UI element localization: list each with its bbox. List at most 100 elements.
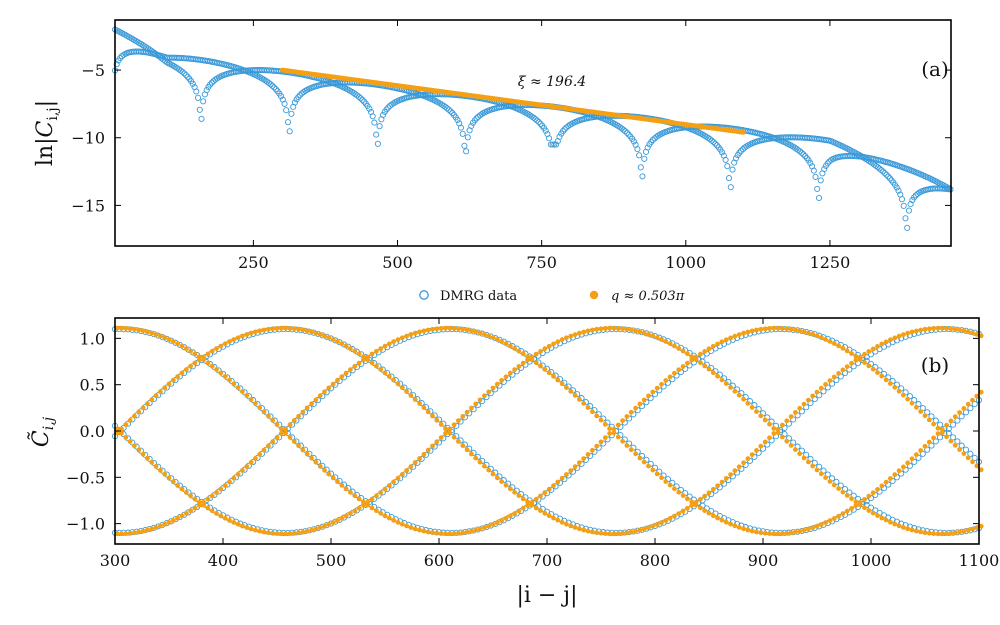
fit-point-b [175, 341, 181, 347]
fit-point-b [408, 393, 414, 398]
dmrg-point-a [454, 116, 461, 124]
fit-point-b [473, 527, 479, 533]
fit-point-b [775, 430, 781, 436]
fit-point-b [270, 439, 276, 445]
dmrg-point-a [817, 177, 824, 184]
fit-point-b [136, 529, 142, 535]
dmrg-point-a [551, 141, 558, 148]
dmrg-point-a [383, 106, 390, 113]
fit-point-b [192, 505, 198, 511]
fit-point-b [896, 333, 902, 339]
fit-point-b [564, 521, 569, 527]
fit-point-b [818, 522, 824, 527]
fit-point-b [352, 363, 358, 369]
fit-point-b [961, 451, 967, 456]
fit-point-b [374, 363, 379, 369]
fit-point-b [836, 343, 841, 349]
fit-point-b [693, 354, 699, 360]
x-tick-label-a: 1250 [810, 253, 851, 272]
panel-a-frame [114, 19, 952, 247]
fit-point-b [797, 528, 803, 534]
fit-point-b [862, 360, 867, 365]
fit-point-b [551, 373, 556, 379]
dmrg-point-a [904, 224, 911, 231]
fit-point-b [456, 439, 461, 444]
fit-point-b [754, 327, 759, 333]
fit-point-b [922, 326, 928, 332]
fit-point-b [905, 330, 911, 336]
fit-point-b [512, 489, 517, 495]
fit-point-b [568, 333, 574, 339]
fit-point-b [970, 397, 975, 403]
dmrg-point-b [962, 409, 970, 416]
fit-point-b [866, 493, 872, 499]
fit-point-b [736, 464, 742, 470]
fit-point-b [278, 430, 284, 436]
fit-point-b [628, 447, 634, 453]
dmrg-point-a [194, 94, 202, 101]
fit-point-b [244, 525, 250, 530]
fit-point-b [926, 530, 932, 536]
fit-point-b [546, 343, 552, 349]
fit-point-b [888, 381, 893, 386]
fit-point-b [901, 332, 906, 337]
fit-point-b [166, 381, 172, 387]
fit-point-b [853, 357, 859, 363]
fit-point-b [386, 341, 392, 347]
fit-point-b [140, 328, 146, 334]
fit-point-b [965, 455, 971, 461]
fit-point-b [503, 482, 509, 488]
fit-point-b [719, 377, 725, 383]
fit-point-b [957, 327, 962, 333]
fit-point-b [317, 332, 323, 337]
dmrg-point-a [641, 155, 648, 162]
fit-point-b [948, 326, 954, 332]
dmrg-point-a [385, 104, 392, 111]
fit-point-b [214, 490, 219, 495]
fit-point-b [551, 341, 556, 347]
fit-point-b [926, 439, 932, 445]
dmrg-point-a [546, 135, 553, 142]
fit-point-b [443, 430, 448, 436]
fit-point-b [240, 333, 245, 339]
fit-point-b [309, 527, 314, 533]
fit-point-b [659, 337, 664, 342]
fit-point-b [304, 451, 310, 457]
fit-point-b [905, 526, 911, 532]
fit-point-b [698, 360, 703, 366]
fit-point-b [745, 329, 751, 335]
panel-b-fit-series [114, 325, 984, 537]
fit-point-b [926, 417, 932, 423]
dmrg-point-a [457, 124, 464, 131]
dmrg-point-a [639, 173, 646, 180]
fit-point-b [745, 456, 751, 462]
fit-point-b [114, 426, 120, 432]
fit-point-b [551, 515, 556, 521]
fit-point-b [231, 520, 237, 525]
fit-point-b [901, 464, 906, 470]
fit-point-b [132, 443, 137, 449]
fit-point-b [361, 499, 366, 505]
fit-point-b [827, 339, 833, 344]
fit-point-b [615, 326, 621, 331]
fit-point-b [127, 418, 133, 423]
fit-point-b [257, 405, 263, 411]
fit-point-b [192, 360, 198, 366]
dmrg-point-a [724, 163, 731, 170]
fit-point-b [162, 385, 168, 391]
fit-point-b [641, 459, 647, 465]
fit-point-b [836, 513, 841, 519]
fit-point-b [870, 510, 876, 516]
fit-point-b [559, 519, 565, 525]
fit-point-b [490, 385, 496, 391]
fit-point-b [456, 326, 461, 332]
fit-point-b [352, 348, 358, 354]
fit-point-b [862, 505, 867, 511]
fit-point-b [594, 443, 600, 449]
fit-point-b [382, 343, 388, 349]
fit-point-b [883, 517, 889, 523]
fit-point-b [520, 496, 526, 502]
fit-point-b [814, 467, 820, 473]
fit-point-b [944, 326, 949, 331]
fit-point-b [516, 508, 522, 514]
